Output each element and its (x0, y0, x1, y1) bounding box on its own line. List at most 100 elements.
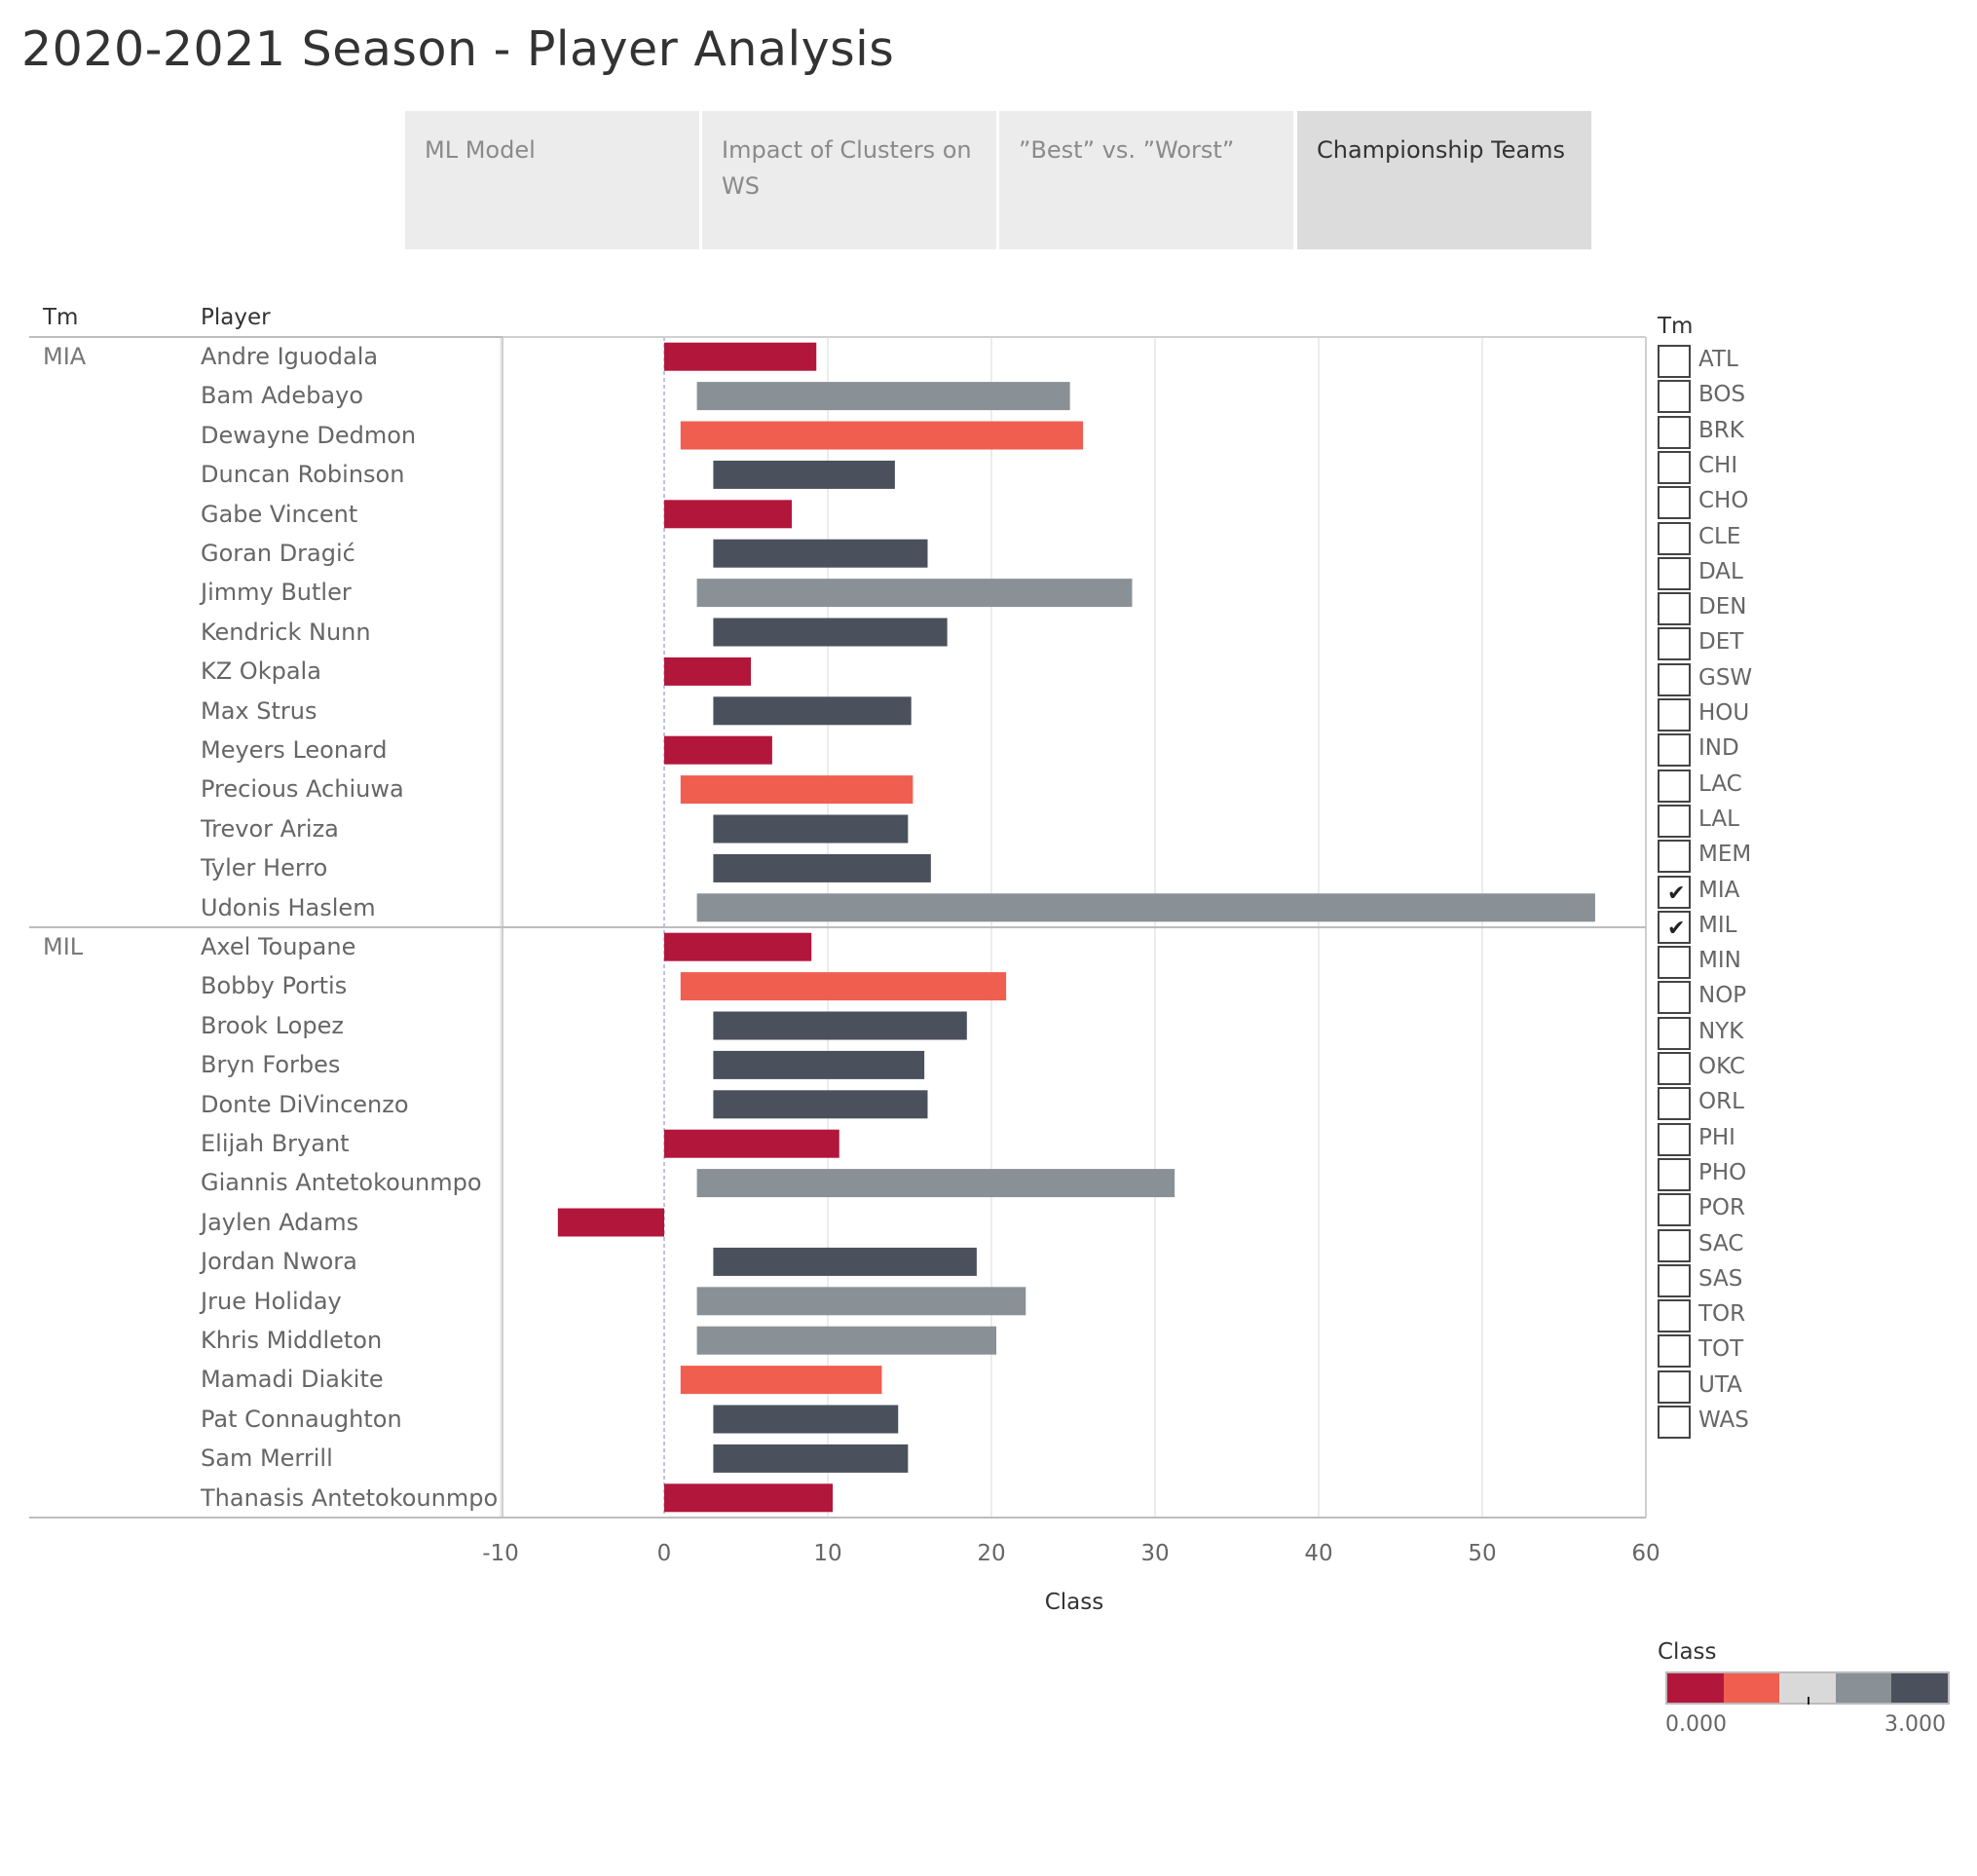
checkbox[interactable] (1658, 627, 1691, 661)
player-label: Dewayne Dedmon (201, 421, 417, 449)
player-label: Max Strus (201, 696, 317, 725)
bar (664, 1129, 839, 1158)
filter-label: PHO (1698, 1159, 1747, 1185)
checkbox[interactable] (1658, 1193, 1691, 1227)
filter-item-was[interactable]: WAS (1658, 1406, 1774, 1439)
checkbox[interactable] (1658, 1157, 1691, 1191)
checkbox[interactable] (1658, 1016, 1691, 1050)
checkbox[interactable] (1658, 662, 1691, 696)
legend-swatch (1891, 1673, 1948, 1703)
checkbox[interactable] (1658, 698, 1691, 732)
filter-item-por[interactable]: POR (1658, 1193, 1774, 1227)
checkbox[interactable] (1658, 840, 1691, 874)
filter-label: CHI (1698, 452, 1738, 478)
filter-label: NYK (1698, 1018, 1744, 1044)
tab-best-vs-worst[interactable]: ”Best” vs. ”Worst” (999, 111, 1293, 249)
checkbox[interactable] (1658, 1334, 1691, 1369)
filter-item-pho[interactable]: PHO (1658, 1157, 1774, 1191)
filter-item-lal[interactable]: LAL (1658, 804, 1774, 838)
filter-item-det[interactable]: DET (1658, 627, 1774, 661)
bar (713, 1090, 928, 1119)
filter-item-orl[interactable]: ORL (1658, 1087, 1774, 1121)
checkbox[interactable] (1658, 946, 1691, 980)
filter-item-dal[interactable]: DAL (1658, 556, 1774, 590)
bar (713, 460, 895, 489)
bar (696, 1287, 1026, 1316)
filter-label: DAL (1698, 558, 1743, 584)
checkbox[interactable] (1658, 345, 1691, 378)
player-label: Sam Merrill (201, 1445, 333, 1473)
x-tick-label: 10 (813, 1541, 841, 1566)
filter-item-tor[interactable]: TOR (1658, 1299, 1774, 1333)
legend-swatch (1723, 1673, 1780, 1703)
class-legend-tick (1808, 1697, 1809, 1705)
x-tick-label: -10 (482, 1541, 519, 1566)
checkbox[interactable] (1658, 733, 1691, 768)
filter-item-den[interactable]: DEN (1658, 592, 1774, 626)
filter-item-chi[interactable]: CHI (1658, 450, 1774, 484)
checkbox[interactable] (1658, 592, 1691, 626)
checkbox[interactable] (1658, 804, 1691, 838)
bar (557, 1208, 664, 1237)
tab-championship-teams[interactable]: Championship Teams (1297, 111, 1591, 249)
x-tick-label: 50 (1468, 1541, 1496, 1566)
filter-item-phi[interactable]: PHI (1658, 1122, 1774, 1156)
checkbox[interactable]: ✔ (1658, 910, 1691, 944)
tab-ml-model[interactable]: ML Model (405, 111, 699, 249)
tab-impact-of-clusters[interactable]: Impact of Clusters on WS (702, 111, 996, 249)
filter-item-hou[interactable]: HOU (1658, 698, 1774, 732)
filter-label: BRK (1698, 417, 1744, 443)
filter-item-brk[interactable]: BRK (1658, 415, 1774, 449)
filter-item-cle[interactable]: CLE (1658, 521, 1774, 555)
checkbox[interactable] (1658, 521, 1691, 555)
filter-item-sac[interactable]: SAC (1658, 1228, 1774, 1262)
x-axis-label: Class (1045, 1590, 1104, 1615)
x-tick-label: 0 (657, 1541, 672, 1566)
filter-item-uta[interactable]: UTA (1658, 1369, 1774, 1404)
checkbox[interactable] (1658, 1263, 1691, 1297)
filter-item-min[interactable]: MIN (1658, 946, 1774, 980)
checkbox[interactable]: ✔ (1658, 875, 1691, 909)
bar (680, 972, 1007, 1001)
player-label: Duncan Robinson (201, 461, 405, 489)
player-label: Andre Iguodala (201, 343, 379, 370)
checkbox[interactable] (1658, 1228, 1691, 1262)
filter-item-atl[interactable]: ATL (1658, 345, 1774, 378)
player-label: Brook Lopez (201, 1011, 344, 1039)
checkbox[interactable] (1658, 1122, 1691, 1156)
checkbox[interactable] (1658, 769, 1691, 803)
checkbox[interactable] (1658, 981, 1691, 1015)
bar (680, 421, 1084, 450)
filter-item-nyk[interactable]: NYK (1658, 1016, 1774, 1050)
player-label: Giannis Antetokounmpo (201, 1169, 482, 1197)
bar (680, 1366, 882, 1395)
checkbox[interactable] (1658, 450, 1691, 484)
filter-item-bos[interactable]: BOS (1658, 380, 1774, 414)
filter-item-tot[interactable]: TOT (1658, 1334, 1774, 1369)
filter-item-gsw[interactable]: GSW (1658, 662, 1774, 696)
checkbox[interactable] (1658, 556, 1691, 590)
checkbox[interactable] (1658, 1087, 1691, 1121)
filter-item-sas[interactable]: SAS (1658, 1263, 1774, 1297)
filter-item-ind[interactable]: IND (1658, 733, 1774, 768)
checkbox[interactable] (1658, 486, 1691, 520)
filter-item-cho[interactable]: CHO (1658, 486, 1774, 520)
checkbox[interactable] (1658, 1369, 1691, 1404)
checkbox[interactable] (1658, 380, 1691, 414)
filter-label: WAS (1698, 1407, 1749, 1433)
x-tick-label: 20 (977, 1541, 1005, 1566)
filter-item-mem[interactable]: MEM (1658, 840, 1774, 874)
bar (680, 775, 914, 805)
checkbox[interactable] (1658, 1052, 1691, 1085)
bar (713, 1247, 977, 1276)
checkbox[interactable] (1658, 415, 1691, 449)
filter-label: POR (1698, 1195, 1745, 1221)
checkbox[interactable] (1658, 1406, 1691, 1439)
filter-item-okc[interactable]: OKC (1658, 1052, 1774, 1085)
filter-item-lac[interactable]: LAC (1658, 769, 1774, 803)
filter-item-mil[interactable]: ✔ MIL (1658, 910, 1774, 944)
filter-item-mia[interactable]: ✔ MIA (1658, 875, 1774, 909)
filter-label: IND (1698, 735, 1739, 762)
filter-item-nop[interactable]: NOP (1658, 981, 1774, 1015)
checkbox[interactable] (1658, 1299, 1691, 1333)
